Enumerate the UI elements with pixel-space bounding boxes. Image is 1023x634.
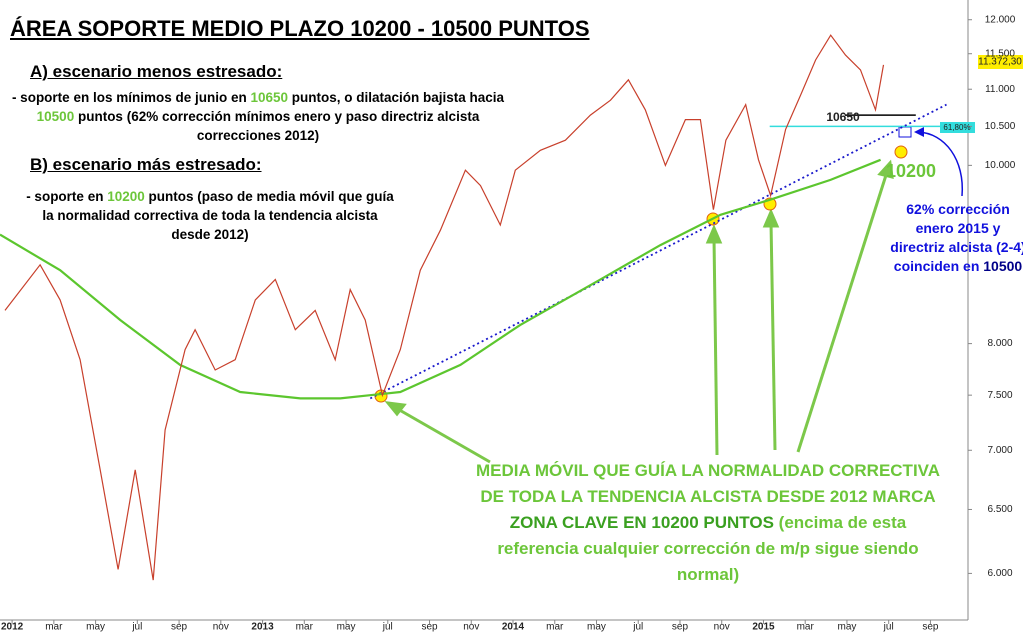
heading: B) escenario más estresado: — [30, 155, 262, 174]
x-tick-label: mar — [45, 622, 63, 633]
x-tick-label: 2013 — [251, 622, 274, 633]
x-tick-label: 2015 — [752, 622, 775, 633]
level-label: 10200 — [886, 161, 936, 181]
y-tick-label: 6.000 — [987, 568, 1012, 579]
series-line — [0, 158, 882, 400]
x-tick-label: jul — [632, 622, 643, 633]
y-tick-label: 10.500 — [985, 121, 1016, 132]
fib-tag — [940, 122, 975, 133]
x-tick-label: sep — [171, 622, 188, 633]
y-tick-label: 6.500 — [987, 504, 1012, 515]
level-label: 10650 — [826, 110, 860, 124]
x-tick-label: nov — [714, 622, 730, 633]
x-tick-label: mar — [546, 622, 564, 633]
x-tick-label: may — [337, 622, 356, 633]
y-tick-label: 8.000 — [987, 338, 1012, 349]
series-line — [369, 103, 947, 400]
note-main: MEDIA MÓVIL QUE GUÍA LA NORMALIDAD CORRE… — [475, 461, 941, 584]
x-tick-label: sep — [421, 622, 438, 633]
x-tick-label: sep — [672, 622, 689, 633]
arrows — [384, 159, 894, 464]
x-tick-label: jul — [382, 622, 393, 633]
x-tick-label: nov — [213, 622, 229, 633]
last-price: 11.372,30 — [978, 57, 1022, 68]
title: ÁREA SOPORTE MEDIO PLAZO 10200 - 10500 P… — [10, 16, 590, 41]
text-a: - soporte en los mínimos de junio en 106… — [11, 90, 505, 143]
x-tick-label: mar — [797, 622, 815, 633]
x-tick-label: may — [86, 622, 105, 633]
price-tag — [978, 55, 1023, 69]
y-tick-label: 11.000 — [985, 84, 1015, 95]
x-tick-label: 2012 — [1, 622, 24, 633]
y-tick-label: 7.500 — [987, 390, 1012, 401]
x-tick-label: sep — [922, 622, 939, 633]
text-b: - soporte en 10200 puntos (paso de media… — [26, 189, 394, 242]
x-tick-label: jul — [131, 622, 142, 633]
y-tick-label: 11.500 — [985, 48, 1015, 59]
y-tick-label: 10.000 — [985, 160, 1016, 171]
blue-arrow — [917, 131, 963, 197]
y-tick-label: 12.000 — [985, 14, 1016, 25]
x-tick-label: nov — [463, 622, 479, 633]
x-tick-label: 2014 — [502, 622, 525, 633]
x-tick-label: mar — [296, 622, 314, 633]
decorations — [0, 0, 1023, 621]
x-tick-label: may — [837, 622, 856, 633]
x-tick-label: may — [587, 622, 606, 633]
series-line — [4, 34, 885, 581]
heading: A) escenario menos estresado: — [30, 62, 283, 81]
note-right: 62% corrección enero 2015 y directriz al… — [890, 201, 1023, 274]
blue-arrowhead — [914, 127, 924, 137]
fib-label: 61,80% — [943, 123, 970, 132]
y-tick-label: 7.000 — [987, 445, 1012, 456]
x-tick-label: jul — [883, 622, 894, 633]
